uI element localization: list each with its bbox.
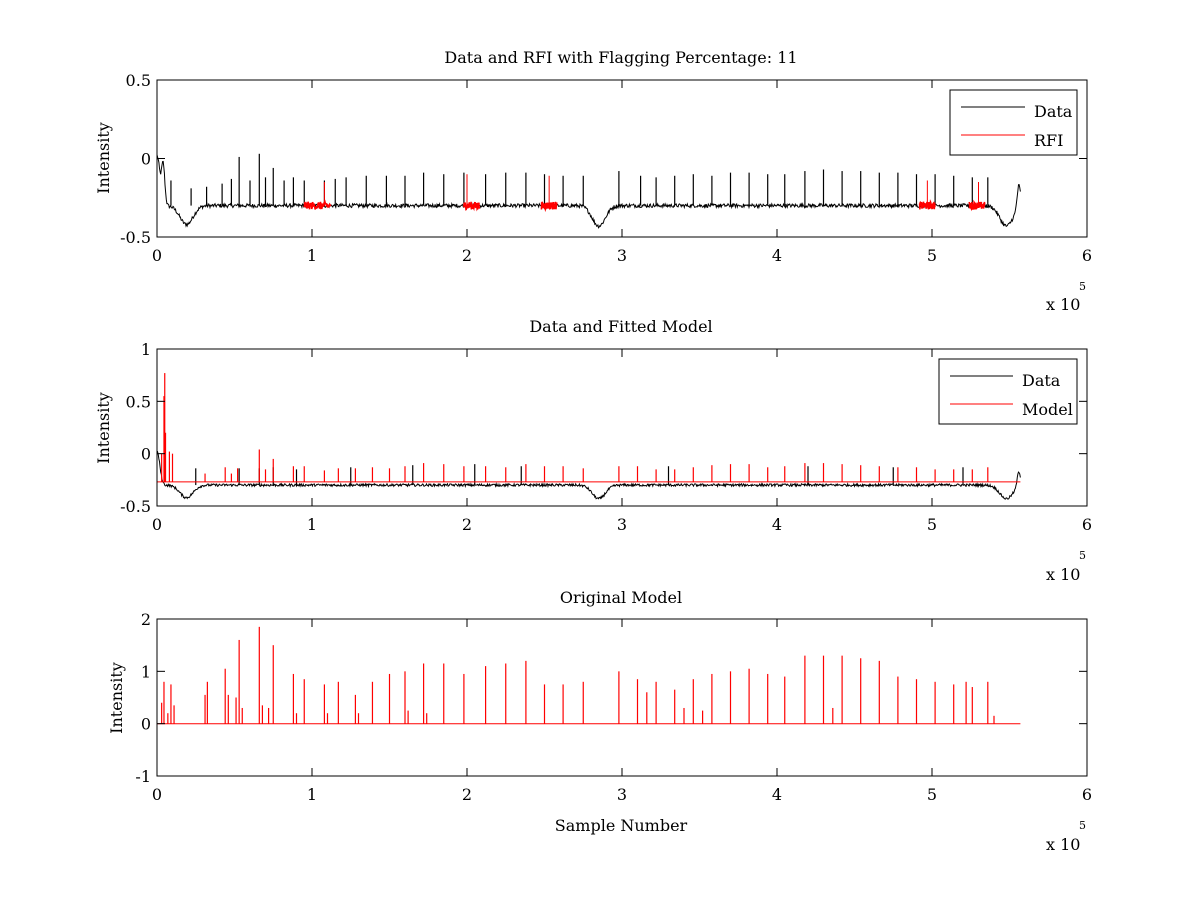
subplot-2-legend-data-label: Data	[1022, 371, 1061, 390]
subplot-2-xtick-label-6: 6	[1082, 515, 1092, 534]
subplot-1-ytick-label-0: -0.5	[120, 228, 151, 247]
subplot-1-xtick-label-4: 4	[772, 246, 782, 265]
subplot-2-ylabel: Intensity	[94, 392, 113, 464]
subplot-2-data-area	[157, 373, 1021, 500]
subplot-1-x-multiplier: x 10 5	[1046, 280, 1086, 314]
subplot-2-title: Data and Fitted Model	[529, 317, 712, 336]
subplot-3-xtick-label-2: 2	[462, 785, 472, 804]
subplot-2-x-multiplier-exponent: 5	[1079, 549, 1086, 562]
subplot-3-xtick-label-4: 4	[772, 785, 782, 804]
subplot-2-x-multiplier-text: x 10	[1046, 565, 1080, 584]
subplot-2-legend-box	[938, 358, 1078, 425]
subplot-2-ytick-label-2: 0.5	[126, 392, 151, 411]
subplot-1-title: Data and RFI with Flagging Percentage: 1…	[444, 48, 797, 67]
subplot-2-ytick-label-1: 0	[141, 445, 151, 464]
subplot-2-ticks: 0 1 2 3 4 5 6-0.500.51	[120, 340, 1092, 534]
subplot-2-ytick-label-3: 1	[141, 340, 151, 359]
subplot-1-ylabel: Intensity	[94, 122, 113, 194]
subplot-1-legend-rfi-label: RFI	[1034, 131, 1063, 150]
subplot-3-x-multiplier-exponent: 5	[1079, 819, 1086, 832]
subplot-1-x-multiplier-exponent: 5	[1079, 280, 1086, 293]
subplot-1-data-line	[157, 154, 1021, 229]
subplot-2-legend: Data Model	[938, 358, 1078, 425]
subplot-1-rfi-segment-4	[968, 199, 986, 212]
subplot-2-xtick-label-2: 2	[462, 515, 472, 534]
subplot-3-xlabel: Sample Number	[555, 816, 688, 835]
subplot-1-xtick-label-5: 5	[927, 246, 937, 265]
subplot-3-title: Original Model	[560, 588, 682, 607]
subplot-3-x-multiplier-text: x 10	[1046, 835, 1080, 854]
subplot-3-ytick-label-3: 2	[141, 610, 151, 629]
subplot-2-xtick-label-3: 3	[617, 515, 627, 534]
subplot-1-rfi-segment-1	[463, 201, 481, 212]
subplot-2-data-line	[157, 450, 1021, 500]
subplot-1-legend-data-label: Data	[1034, 102, 1073, 121]
subplot-1-rfi-segment-0	[303, 199, 332, 210]
subplot-3-x-multiplier: x 10 5	[1046, 819, 1086, 854]
subplot-2-xtick-label-4: 4	[772, 515, 782, 534]
subplot-2-xtick-label-5: 5	[927, 515, 937, 534]
subplot-3-xtick-label-0: 0	[152, 785, 162, 804]
subplot-1-rfi-segment-2	[540, 201, 558, 213]
subplot-2-xtick-label-1: 1	[307, 515, 317, 534]
subplot-2-ytick-label-0: -0.5	[120, 497, 151, 516]
subplot-1: Data and RFI with Flagging Percentage: 1…	[94, 48, 1092, 314]
subplot-3-data-area	[157, 626, 1021, 725]
subplot-1-xtick-label-1: 1	[307, 246, 317, 265]
subplot-3-xtick-label-5: 5	[927, 785, 937, 804]
subplot-3-ytick-label-2: 1	[141, 662, 151, 681]
subplot-2-xtick-label-0: 0	[152, 515, 162, 534]
subplot-1-xtick-label-3: 3	[617, 246, 627, 265]
subplot-3-xtick-label-6: 6	[1082, 785, 1092, 804]
subplot-1-xtick-label-2: 2	[462, 246, 472, 265]
subplot-1-data-area	[157, 153, 1021, 229]
subplot-1-ticks: 0 1 2 3 4 5 6-0.500.5	[120, 71, 1092, 265]
subplot-3-ylabel: Intensity	[107, 662, 126, 734]
subplot-3-ytick-label-1: 0	[141, 715, 151, 734]
subplot-3-ytick-label-0: -1	[135, 767, 151, 786]
subplot-1-xtick-label-6: 6	[1082, 246, 1092, 265]
subplot-1-xtick-label-0: 0	[152, 246, 162, 265]
subplot-1-legend-box	[949, 89, 1078, 156]
subplot-1-x-multiplier-text: x 10	[1046, 295, 1080, 314]
subplot-1-ytick-label-1: 0	[141, 150, 151, 169]
subplot-3-xtick-label-3: 3	[617, 785, 627, 804]
subplot-1-legend: Data RFI	[949, 89, 1078, 156]
subplot-3-xtick-label-1: 1	[307, 785, 317, 804]
subplot-2-x-multiplier: x 10 5	[1046, 549, 1086, 584]
subplot-2-legend-model-label: Model	[1022, 400, 1073, 419]
subplot-2: Data and Fitted Model Intensity 0 1 2 3 4 5 6 -…	[94, 317, 1092, 584]
subplot-1-ytick-label-2: 0.5	[126, 71, 151, 90]
